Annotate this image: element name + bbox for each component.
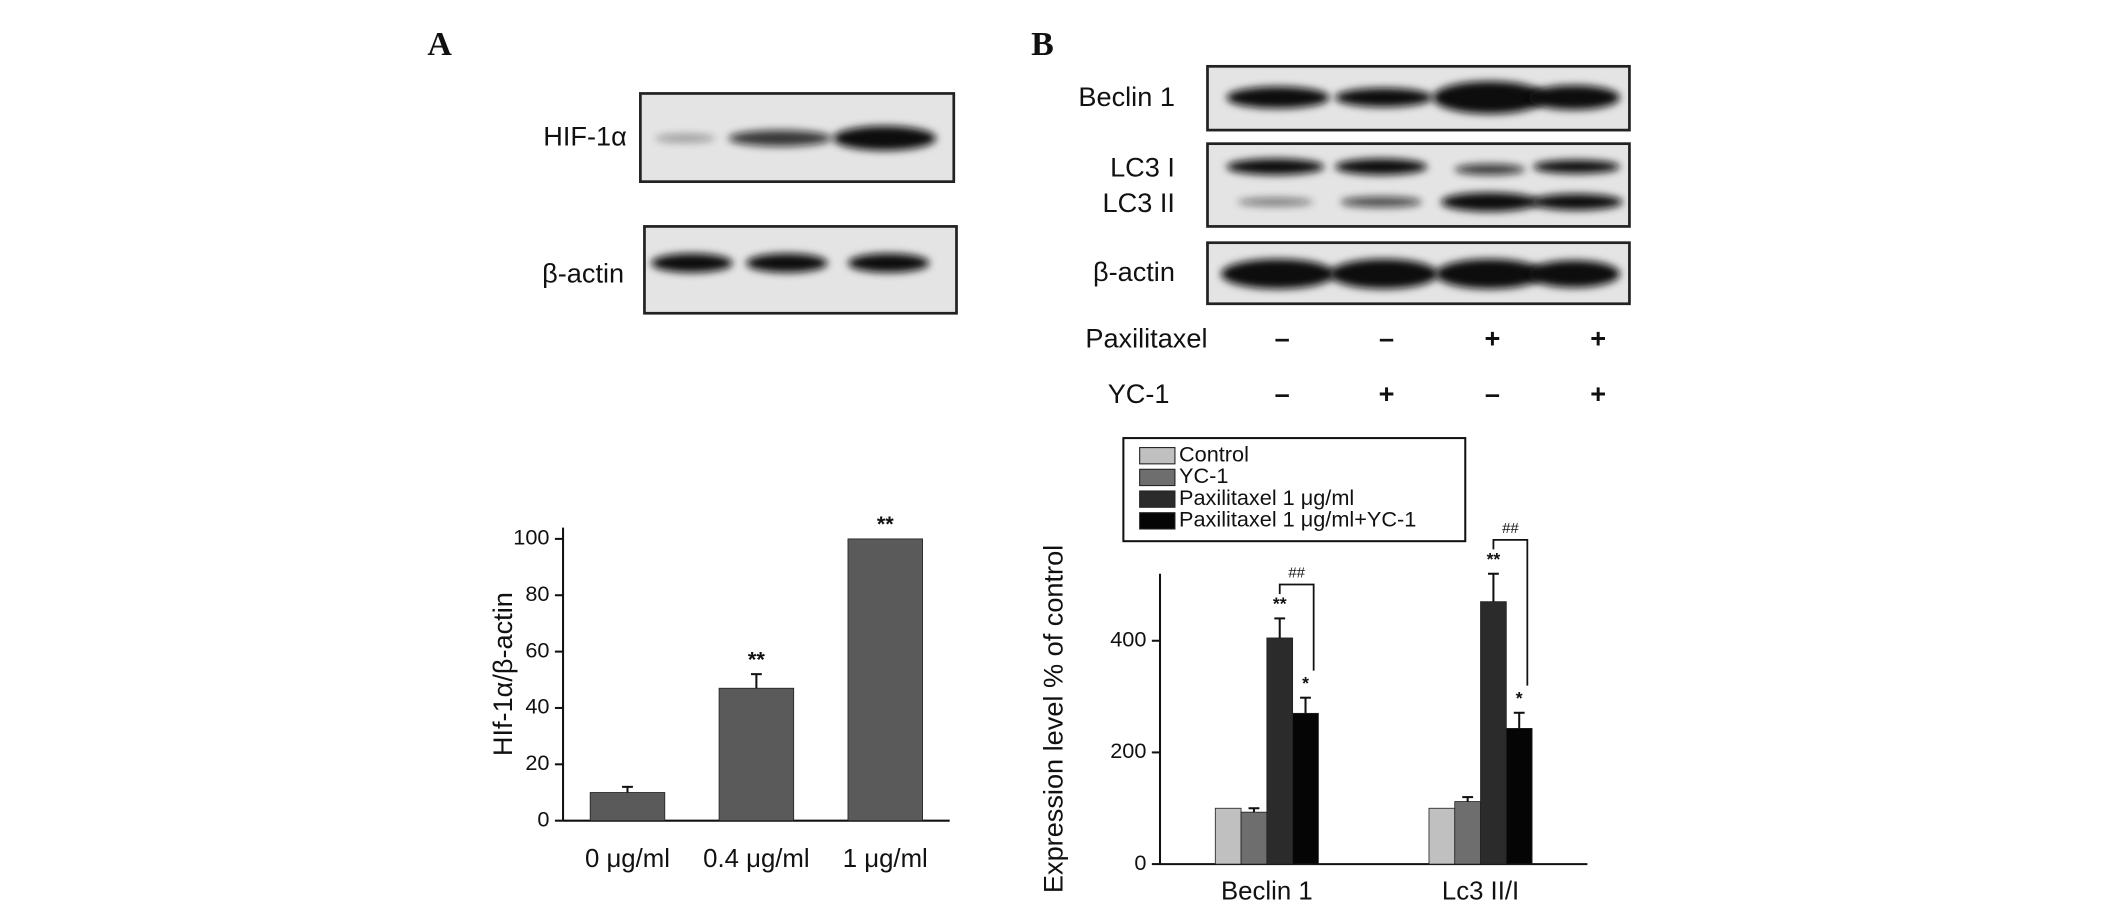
panel-label: B xyxy=(1031,26,1054,63)
significance-label: ** xyxy=(1487,549,1501,569)
legend-swatch xyxy=(1139,512,1176,530)
y-tick-label: 0 xyxy=(537,806,549,831)
significance-label: ** xyxy=(748,646,765,671)
significance-label: * xyxy=(1302,673,1309,693)
band xyxy=(1435,258,1544,289)
blot-label: Beclin 1 xyxy=(1078,81,1175,112)
band xyxy=(1530,193,1623,211)
bar xyxy=(1505,728,1533,865)
blot-frame xyxy=(1206,142,1631,228)
treatment-label: YC-1 xyxy=(1108,378,1170,409)
band xyxy=(1440,192,1539,212)
bracket-label: ## xyxy=(1288,565,1305,582)
significance-label: ** xyxy=(1273,594,1287,614)
band xyxy=(728,130,832,147)
y-tick-label: 200 xyxy=(1110,738,1146,763)
legend-swatch xyxy=(1139,468,1176,487)
band xyxy=(1432,81,1547,114)
band xyxy=(1221,258,1336,289)
blot-label: β-actin xyxy=(542,257,624,288)
x-tick-label: 1 μg/ml xyxy=(843,845,928,873)
blot-label: β-actin xyxy=(1093,256,1175,287)
band xyxy=(1335,158,1428,175)
y-tick-label: 20 xyxy=(525,750,549,775)
band xyxy=(651,253,733,273)
band xyxy=(1454,164,1525,175)
y-axis-label: Expression level % of control xyxy=(1038,545,1069,893)
legend-label: Paxilitaxel 1 μg/ml+YC-1 xyxy=(1179,507,1416,532)
y-tick-label: 80 xyxy=(525,581,549,606)
y-tick-label: 40 xyxy=(525,694,549,719)
x-tick-label: Beclin 1 xyxy=(1221,877,1313,905)
bar xyxy=(847,538,923,822)
band xyxy=(1527,260,1620,288)
blot-label: LC3 II xyxy=(1103,187,1175,218)
treatment-sign: – xyxy=(1379,323,1394,354)
band xyxy=(1335,88,1433,108)
treatment-sign: – xyxy=(1485,378,1500,409)
bar xyxy=(718,687,795,822)
x-tick-label: 0.4 μg/ml xyxy=(703,845,810,873)
bar xyxy=(1454,801,1481,865)
y-axis-label: HIf-1α/β-actin xyxy=(487,592,518,756)
legend-label: Paxilitaxel 1 μg/ml xyxy=(1179,485,1354,510)
blot-label: LC3 I xyxy=(1110,152,1175,183)
treatment-sign: – xyxy=(1275,378,1290,409)
band xyxy=(1226,158,1325,175)
treatment-sign: – xyxy=(1275,323,1290,354)
band xyxy=(1226,86,1330,109)
band xyxy=(1329,258,1439,289)
band xyxy=(1237,197,1314,207)
x-tick-label: 0 μg/ml xyxy=(585,845,670,873)
treatment-sign: + xyxy=(1379,378,1395,409)
y-tick-label: 400 xyxy=(1110,626,1146,651)
bracket xyxy=(1278,583,1315,671)
band xyxy=(1527,85,1620,110)
blot-label: HIF-1α xyxy=(543,120,627,151)
treatment-sign: + xyxy=(1484,323,1500,354)
y-tick-label: 100 xyxy=(513,525,549,550)
band xyxy=(1340,196,1422,208)
legend-swatch xyxy=(1139,490,1176,508)
bar xyxy=(1480,601,1507,865)
legend-label: YC-1 xyxy=(1179,463,1228,488)
legend-swatch xyxy=(1139,447,1176,465)
band xyxy=(746,253,828,273)
legend-label: Control xyxy=(1179,441,1249,466)
band xyxy=(655,134,715,143)
band xyxy=(847,253,930,273)
treatment-sign: + xyxy=(1590,378,1606,409)
significance-label: ** xyxy=(877,511,894,536)
treatment-sign: + xyxy=(1590,323,1606,354)
bracket xyxy=(1492,538,1529,686)
bracket-label: ## xyxy=(1502,520,1519,537)
x-tick-label: Lc3 II/I xyxy=(1442,877,1519,905)
band xyxy=(1533,159,1620,174)
bar xyxy=(1428,807,1456,865)
y-tick-label: 0 xyxy=(1134,850,1146,875)
band xyxy=(833,126,937,151)
bar xyxy=(589,792,666,822)
bar xyxy=(1266,637,1294,865)
significance-label: * xyxy=(1516,688,1523,708)
legend-frame xyxy=(1122,437,1467,543)
panel-label: A xyxy=(427,26,452,63)
bar xyxy=(1240,811,1268,865)
treatment-label: Paxilitaxel xyxy=(1085,323,1207,354)
bar xyxy=(1214,807,1242,865)
y-tick-label: 60 xyxy=(525,637,549,662)
bar xyxy=(1292,712,1319,865)
